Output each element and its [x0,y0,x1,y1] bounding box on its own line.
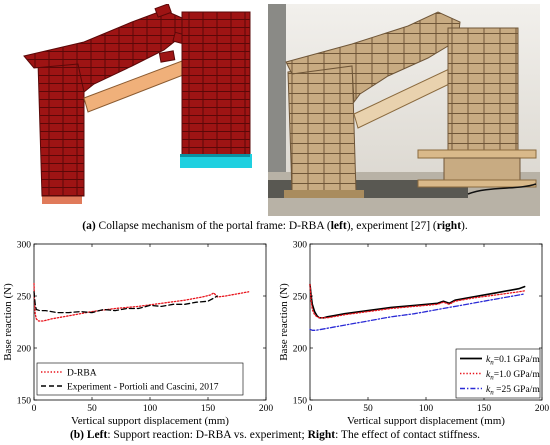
series-line-0 [309,283,526,319]
x-tick-label: 0 [32,404,37,414]
x-tick-label: 200 [535,404,550,414]
legend-label-1: Experiment - Portioli and Cascini, 2017 [67,382,219,392]
right-support-shelf [417,149,537,159]
x-tick-label: 100 [419,404,434,414]
y-tick-label: 300 [17,240,32,250]
series-line-1 [33,291,218,314]
y-tick-label: 250 [293,292,308,302]
caption-a-left: left [330,220,347,232]
x-tick-label: 50 [363,404,373,414]
arch-ring [23,9,185,93]
x-axis-label: Vertical support displacement (mm) [71,415,229,426]
y-tick-label: 200 [17,344,32,354]
loose-brick [154,3,172,18]
caption-a-right: right [436,220,462,232]
drba-collapse-render [14,3,260,216]
legend-label-1: kn=1.0 GPa/m [486,370,540,382]
x-tick-label: 50 [87,404,97,414]
chart-contact-stiffness: 0 50 100 150 200 150 200 250 300 Vertical support… [276,236,550,427]
caption-a-label: (a) [82,220,96,232]
caption-a-end: ). [461,220,468,232]
legend-box [36,362,244,396]
y-tick-label: 150 [17,396,32,406]
caption-a: (a) Collapse mechanism of the portal fra… [0,220,550,232]
y-tick-label: 200 [293,344,308,354]
caption-b-left: Left [84,429,108,441]
chart-support-reaction: 0 50 100 150 200 150 200 250 300 Vertical support… [0,236,274,427]
x-axis-label: Vertical support displacement (mm) [347,415,505,426]
y-tick-label: 150 [293,396,308,406]
chart-left-svg: 0 50 100 150 200 150 200 250 300 Vertical support… [2,240,274,427]
caption-b-label: (b) [69,429,84,441]
caption-b-right: Right [307,429,336,441]
cable [467,183,537,195]
x-tick-label: 150 [477,404,492,414]
left-column [37,53,85,197]
y-tick-label: 300 [293,240,308,250]
right-column [181,11,251,163]
experiment-photo-illustration [268,4,540,216]
y-tick-label: 250 [17,292,32,302]
legend-label-0: D-RBA [67,368,97,378]
series-line-0 [33,282,250,322]
right-support-base [180,154,252,168]
y-axis-label: Base reaction (N) [2,283,14,361]
caption-b-text2: : The effect of contact stiffness. [335,429,481,441]
x-tick-label: 100 [143,404,158,414]
loose-brick [158,50,176,63]
caption-b-text1: : Support reaction: D-RBA vs. experiment… [107,429,308,441]
legend-label-0: kn=0.1 GPa/m [486,355,540,367]
left-support-base [42,194,82,204]
chart-right-svg: 0 50 100 150 200 150 200 250 300 Vertical support… [278,240,550,427]
x-tick-label: 150 [201,404,216,414]
y-axis-label: Base reaction (N) [278,283,290,361]
series-line-1 [309,283,526,319]
legend-label-2: kn =25 GPa/m [486,385,540,397]
experiment-photo [268,4,540,216]
caption-b: (b) Left: Support reaction: D-RBA vs. ex… [0,429,550,441]
series-line-2 [309,293,526,331]
right-column [447,27,519,151]
caption-a-text: Collapse mechanism of the portal frame: … [95,220,331,232]
x-tick-label: 0 [308,404,313,414]
x-tick-label: 200 [259,404,274,414]
drba-collapse-illustration [23,3,252,204]
arch-ring [285,11,461,104]
caption-a-mid: ), experiment [27] ( [346,220,437,232]
left-column [287,59,357,193]
background-frame [268,4,286,216]
